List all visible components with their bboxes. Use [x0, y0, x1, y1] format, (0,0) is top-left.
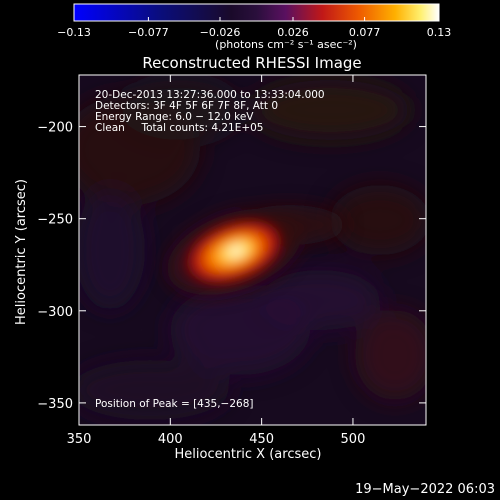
- y-axis-label: Heliocentric Y (arcsec): [14, 179, 29, 325]
- colorbar-units-label: (photons cm⁻² s⁻¹ asec⁻²): [215, 38, 357, 51]
- colorbar-tick-label: −0.13: [57, 26, 91, 39]
- x-tick-label: 350: [67, 432, 92, 447]
- colorbar-tick-label: 0.13: [427, 26, 452, 39]
- x-tick-label: 450: [249, 432, 274, 447]
- source-core: [188, 220, 281, 283]
- x-axis: 350 400 450 500: [67, 75, 366, 447]
- plot-frame: [78, 74, 427, 426]
- chart-title: Reconstructed RHESSI Image: [142, 54, 361, 72]
- annotation-detectors: Detectors: 3F 4F 5F 6F 7F 8F, Att 0: [95, 100, 278, 112]
- annotation-block: 20-Dec-2013 13:27:36.000 to 13:33:04.000…: [95, 89, 325, 134]
- y-tick-label: −300: [37, 305, 73, 320]
- colorbar-tick-label: 0.077: [349, 26, 381, 39]
- heatmap-image: [79, 75, 426, 425]
- annotation-energy-range: Energy Range: 6.0 − 12.0 keV: [95, 111, 254, 123]
- annotation-clean-counts: Clean Total counts: 4.21E+05: [95, 122, 264, 134]
- colorbar-tick-label: −0.077: [128, 26, 169, 39]
- annotation-time-range: 20-Dec-2013 13:27:36.000 to 13:33:04.000: [95, 89, 325, 101]
- x-tick-label: 400: [158, 432, 183, 447]
- y-tick-label: −200: [37, 121, 73, 136]
- y-axis: −200 −250 −300 −350: [37, 121, 426, 412]
- y-tick-label: −250: [37, 213, 73, 228]
- colorbar-tick-label: −0.026: [200, 26, 241, 39]
- peak-position-label: Position of Peak = [435,−268]: [95, 398, 254, 410]
- colorbar: [73, 3, 440, 22]
- colorbar-ticks: −0.13 −0.077 −0.026 0.026 0.077 0.13: [57, 17, 451, 39]
- x-axis-label: Heliocentric X (arcsec): [175, 447, 322, 462]
- y-tick-label: −350: [37, 397, 73, 412]
- footer-date: 19−May−2022 06:03: [355, 482, 495, 497]
- colorbar-tick-label: 0.026: [277, 26, 309, 39]
- x-tick-label: 500: [341, 432, 366, 447]
